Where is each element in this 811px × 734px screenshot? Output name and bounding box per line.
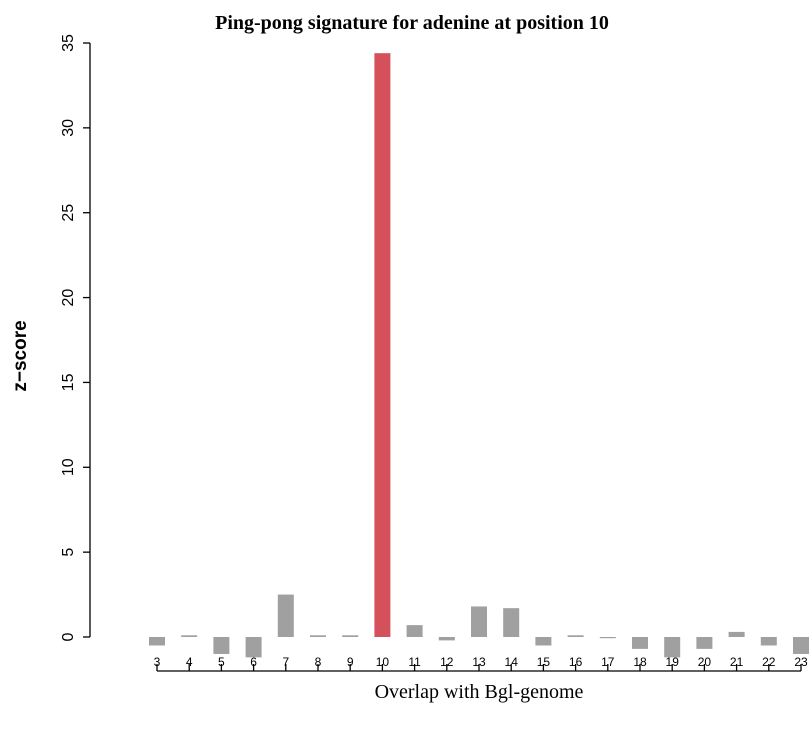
chart-title: Ping-pong signature for adenine at posit…	[215, 12, 609, 34]
y-axis: 0 5 10 15 20 25 30 35	[60, 34, 91, 641]
x-tick-label: 10	[376, 655, 390, 669]
bars	[149, 53, 809, 658]
x-tick-label: 14	[505, 655, 519, 669]
x-tick-label: 17	[601, 655, 615, 669]
x-tick-label: 9	[347, 655, 354, 669]
bar-21	[728, 631, 745, 637]
bar-3	[149, 637, 165, 646]
x-tick-label: 13	[472, 655, 486, 669]
y-tick-label: 30	[60, 119, 77, 137]
bar-15	[535, 637, 552, 646]
bar-12	[438, 637, 455, 641]
x-axis: 3 4 5 6 7 8 9 10 11 12 13 14 15 16 17 18 19 20 21 22 23	[154, 655, 808, 672]
y-tick-label: 10	[60, 458, 77, 476]
y-tick-label: 5	[60, 548, 77, 557]
x-tick-label: 23	[794, 655, 808, 669]
bar-8	[310, 635, 326, 637]
x-tick-label: 4	[186, 655, 193, 669]
x-tick-label: 6	[250, 655, 257, 669]
x-tick-label: 12	[440, 655, 454, 669]
x-tick-label: 15	[537, 655, 551, 669]
bar-10	[374, 53, 391, 637]
bar-4	[181, 635, 198, 637]
x-tick-label: 3	[154, 655, 161, 669]
x-tick-label: 21	[730, 655, 744, 669]
x-tick-label: 5	[218, 655, 225, 669]
y-axis-label: z−score	[10, 320, 31, 391]
x-tick-label: 8	[315, 655, 322, 669]
bar-23	[793, 637, 809, 654]
bar-18	[632, 637, 648, 649]
bar-7	[277, 594, 294, 637]
y-tick-label: 20	[60, 289, 77, 307]
x-tick-label: 11	[408, 655, 421, 669]
bar-16	[567, 635, 584, 637]
bar-5	[213, 637, 230, 654]
bar-11	[406, 625, 423, 637]
bar-6	[245, 637, 262, 658]
x-tick-label: 22	[762, 655, 776, 669]
x-tick-label: 16	[569, 655, 583, 669]
bar-14	[503, 608, 520, 637]
y-tick-label: 0	[60, 632, 77, 641]
x-tick-label: 19	[666, 655, 680, 669]
y-tick-label: 25	[60, 204, 77, 222]
x-tick-label: 18	[633, 655, 647, 669]
bar-17	[599, 637, 616, 639]
bar-9	[342, 635, 359, 637]
bar-20	[696, 637, 713, 649]
x-tick-label: 20	[698, 655, 712, 669]
bar-19	[664, 637, 681, 658]
bar-13	[471, 606, 487, 637]
x-tick-label: 7	[282, 655, 289, 669]
y-tick-label: 15	[60, 373, 77, 391]
y-tick-label: 35	[60, 34, 77, 52]
bar-22	[760, 637, 777, 646]
x-axis-label: Overlap with Bgl-genome	[375, 681, 584, 703]
